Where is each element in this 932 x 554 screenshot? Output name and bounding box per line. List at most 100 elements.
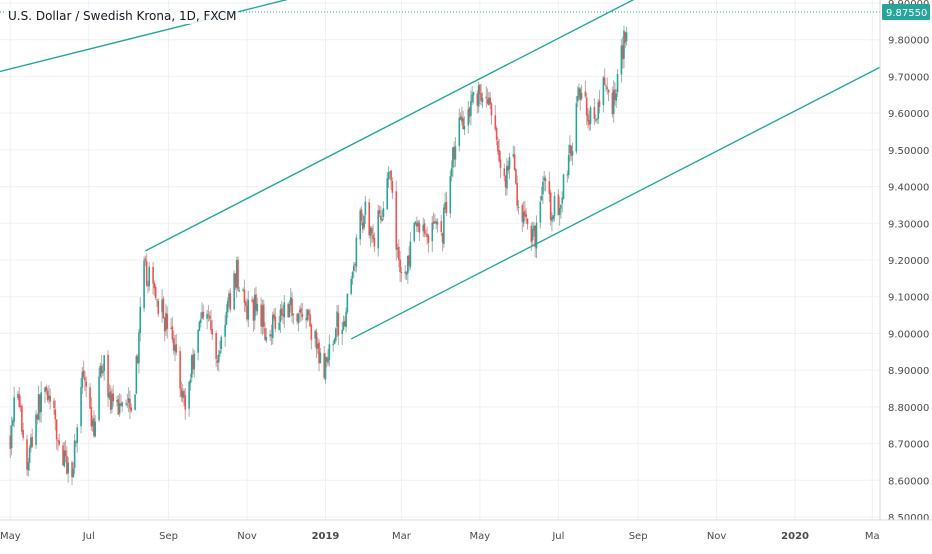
candle xyxy=(336,311,338,327)
candle xyxy=(399,259,401,273)
candle xyxy=(235,259,238,288)
candle xyxy=(521,205,524,222)
candle xyxy=(603,77,606,85)
candle xyxy=(76,427,78,444)
candle xyxy=(380,215,382,220)
candle xyxy=(26,439,28,470)
candle xyxy=(512,154,515,157)
candle xyxy=(63,450,66,467)
candle xyxy=(531,229,534,241)
candle xyxy=(332,343,335,345)
y-tick-label: 9.20000 xyxy=(888,256,929,267)
candle xyxy=(166,313,169,329)
candle xyxy=(75,441,77,443)
candle xyxy=(54,409,57,420)
candle xyxy=(440,221,443,232)
candle xyxy=(280,308,283,316)
candle xyxy=(508,157,511,170)
candle xyxy=(247,300,250,320)
candle xyxy=(516,183,518,207)
candle xyxy=(102,370,104,374)
x-tick-label: Ma xyxy=(865,531,880,542)
candle xyxy=(49,395,51,402)
candle xyxy=(94,421,97,437)
candle xyxy=(427,235,430,243)
candle xyxy=(533,225,535,231)
candle xyxy=(174,345,176,352)
candle xyxy=(498,150,500,162)
candle xyxy=(444,202,446,210)
candle xyxy=(495,128,498,140)
candle xyxy=(416,223,418,227)
candle xyxy=(479,84,481,95)
candle xyxy=(417,221,419,227)
candle xyxy=(381,218,383,221)
candle xyxy=(296,314,298,322)
candle xyxy=(269,334,271,337)
x-tick-label: Sep xyxy=(159,531,178,542)
candle xyxy=(452,147,454,168)
candle xyxy=(611,92,614,115)
candle xyxy=(449,176,452,214)
candle xyxy=(468,107,471,117)
candle xyxy=(407,255,409,274)
candle xyxy=(602,77,605,106)
candle xyxy=(530,225,533,242)
candle xyxy=(426,233,428,238)
candle xyxy=(506,165,508,189)
candle xyxy=(454,146,457,160)
candle xyxy=(48,395,50,400)
candle xyxy=(624,32,627,43)
candle xyxy=(408,255,410,266)
candle xyxy=(450,168,453,177)
candle xyxy=(355,237,358,267)
candle xyxy=(103,355,106,372)
candle xyxy=(542,181,544,195)
trendline xyxy=(350,66,881,340)
candle xyxy=(488,97,490,106)
candle xyxy=(80,387,82,427)
candle xyxy=(62,445,64,466)
trendline xyxy=(145,0,635,252)
candle xyxy=(116,400,118,402)
candle xyxy=(261,305,264,328)
candle xyxy=(562,174,565,199)
candle xyxy=(443,207,445,244)
candle xyxy=(100,365,103,374)
candle xyxy=(515,169,517,184)
candle xyxy=(414,221,417,225)
candle xyxy=(309,314,311,327)
candle xyxy=(93,418,95,436)
y-tick-label: 9.40000 xyxy=(888,183,929,194)
candle xyxy=(152,266,154,284)
candle xyxy=(192,354,194,370)
candle xyxy=(485,96,488,99)
candle xyxy=(314,330,317,339)
candle xyxy=(300,308,302,314)
y-tick-label: 8.50000 xyxy=(888,513,929,524)
candle xyxy=(413,222,416,241)
candle xyxy=(90,407,93,427)
candle xyxy=(342,321,345,330)
candle xyxy=(244,301,247,306)
candle xyxy=(135,356,138,394)
candle xyxy=(503,168,506,177)
candle xyxy=(552,215,555,220)
candle xyxy=(579,88,582,100)
candle xyxy=(596,118,598,121)
candle xyxy=(315,332,318,349)
candle xyxy=(395,191,398,250)
x-tick-label: Nov xyxy=(237,531,257,542)
candle xyxy=(35,414,37,446)
candle xyxy=(470,101,472,116)
candle xyxy=(423,223,426,234)
candle xyxy=(225,311,228,325)
candle xyxy=(265,336,268,341)
candle xyxy=(422,224,425,232)
candle xyxy=(252,300,255,321)
candle xyxy=(216,360,219,363)
trendline xyxy=(0,0,288,73)
candle xyxy=(219,350,221,354)
candle xyxy=(242,289,244,291)
